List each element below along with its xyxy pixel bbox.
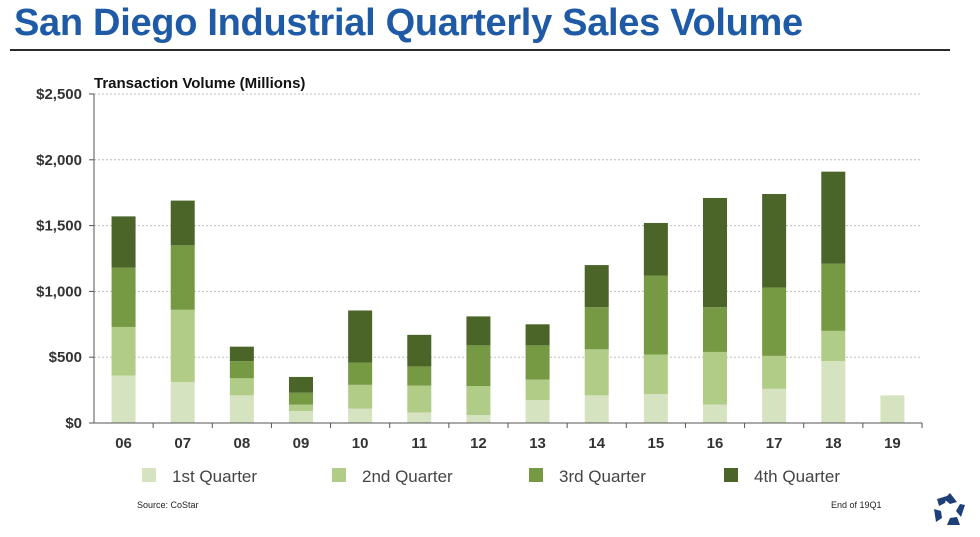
legend-swatch	[724, 468, 738, 482]
x-tick-label: 12	[470, 435, 487, 452]
legend-label: 4th Quarter	[754, 467, 840, 486]
bar-10-2nd-quarter	[348, 384, 373, 409]
bar-16-3rd-quarter	[703, 307, 727, 352]
bar-18-3rd-quarter	[821, 263, 846, 331]
bar-17-3rd-quarter	[762, 287, 787, 356]
y-tick-label: $1,000	[36, 283, 82, 300]
bar-09-1st-quarter	[289, 411, 313, 423]
bar-16-4th-quarter	[703, 197, 727, 308]
legend-swatch	[142, 468, 156, 482]
x-tick-label: 07	[174, 435, 191, 452]
y-tick-label: $1,500	[36, 218, 82, 235]
bar-09-2nd-quarter	[289, 404, 313, 412]
bar-16-1st-quarter	[703, 404, 727, 423]
bar-06-3rd-quarter	[111, 267, 136, 327]
bar-12-2nd-quarter	[466, 386, 491, 416]
legend-swatch	[332, 468, 346, 482]
legend-swatch	[529, 468, 543, 482]
x-tick-label: 06	[115, 435, 132, 452]
bar-11-1st-quarter	[407, 412, 432, 423]
x-tick-label: 08	[234, 435, 251, 452]
bar-13-3rd-quarter	[525, 345, 550, 380]
source-note: Source: CoStar	[137, 500, 199, 510]
bar-08-3rd-quarter	[229, 361, 254, 379]
legend-label: 1st Quarter	[172, 467, 257, 486]
bar-17-1st-quarter	[762, 388, 787, 423]
bar-10-4th-quarter	[348, 310, 373, 363]
bar-08-2nd-quarter	[229, 378, 254, 396]
page-title: San Diego Industrial Quarterly Sales Vol…	[14, 2, 803, 44]
bar-11-2nd-quarter	[407, 385, 432, 413]
x-tick-label: 15	[648, 435, 665, 452]
bar-17-2nd-quarter	[762, 355, 787, 389]
x-tick-label: 19	[884, 435, 901, 452]
bar-13-2nd-quarter	[525, 379, 550, 400]
x-tick-label: 10	[352, 435, 369, 452]
bar-18-4th-quarter	[821, 171, 846, 264]
bar-14-2nd-quarter	[584, 349, 609, 396]
bar-17-4th-quarter	[762, 194, 787, 288]
bar-08-4th-quarter	[229, 346, 254, 362]
bar-19-1st-quarter	[880, 395, 905, 423]
bar-09-4th-quarter	[289, 376, 313, 393]
x-tick-label: 09	[293, 435, 310, 452]
y-tick-label: $500	[49, 349, 82, 366]
bar-11-4th-quarter	[407, 334, 432, 367]
y-tick-label: $2,500	[36, 86, 82, 103]
x-tick-label: 14	[588, 435, 605, 452]
bar-06-4th-quarter	[111, 216, 136, 268]
bar-18-1st-quarter	[821, 361, 846, 423]
x-tick-label: 18	[825, 435, 842, 452]
bar-06-2nd-quarter	[111, 326, 136, 376]
bar-13-4th-quarter	[525, 324, 550, 346]
bar-11-3rd-quarter	[407, 366, 432, 386]
period-note: End of 19Q1	[831, 500, 882, 510]
bar-07-3rd-quarter	[170, 245, 195, 310]
bar-15-1st-quarter	[643, 394, 668, 423]
chart-title: Transaction Volume (Millions)	[94, 75, 305, 92]
bar-15-2nd-quarter	[643, 354, 668, 395]
bar-14-4th-quarter	[584, 265, 609, 308]
bar-06-1st-quarter	[111, 375, 136, 423]
bar-10-1st-quarter	[348, 408, 373, 423]
bar-07-4th-quarter	[170, 200, 195, 246]
bar-07-1st-quarter	[170, 382, 195, 423]
bar-14-3rd-quarter	[584, 307, 609, 350]
bar-18-2nd-quarter	[821, 330, 846, 362]
legend-label: 2nd Quarter	[362, 467, 453, 486]
bar-09-3rd-quarter	[289, 392, 313, 405]
x-tick-label: 11	[411, 435, 427, 452]
bar-15-4th-quarter	[643, 222, 668, 276]
bar-12-3rd-quarter	[466, 345, 491, 387]
y-tick-label: $2,000	[36, 152, 82, 169]
bar-12-4th-quarter	[466, 316, 491, 346]
bar-07-2nd-quarter	[170, 309, 195, 383]
bar-13-1st-quarter	[525, 399, 550, 423]
bar-12-1st-quarter	[466, 415, 491, 423]
x-tick-label: 16	[707, 435, 724, 452]
y-tick-label: $0	[65, 415, 82, 432]
bar-14-1st-quarter	[584, 395, 609, 423]
bar-15-3rd-quarter	[643, 275, 668, 355]
bar-10-3rd-quarter	[348, 362, 373, 385]
legend-label: 3rd Quarter	[559, 467, 646, 486]
company-logo	[934, 493, 965, 525]
x-tick-label: 17	[766, 435, 783, 452]
bar-08-1st-quarter	[229, 395, 254, 423]
x-tick-label: 13	[529, 435, 546, 452]
bar-16-2nd-quarter	[703, 351, 727, 405]
title-divider	[10, 49, 950, 51]
